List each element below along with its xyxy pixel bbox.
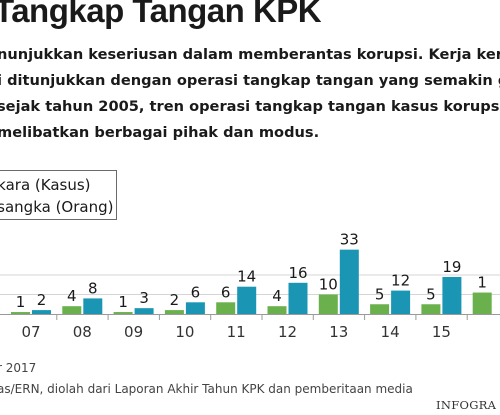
bar-orang xyxy=(185,302,205,314)
data-label: 4 xyxy=(67,287,77,305)
x-tick-label: 13 xyxy=(329,323,348,341)
data-label: 3 xyxy=(139,289,149,307)
data-label: 10 xyxy=(319,276,338,294)
data-label: 1 xyxy=(477,274,487,292)
data-label: 6 xyxy=(191,283,201,301)
legend-entry-orang: rsangka (Orang) xyxy=(0,198,114,216)
data-label: 16 xyxy=(288,264,307,282)
bar-orang xyxy=(391,290,411,314)
x-tick-label: 09 xyxy=(124,323,143,341)
chart-note: r 2017 xyxy=(0,361,37,375)
bar-kasus xyxy=(370,304,390,314)
page-title: Tangkap Tangan KPK xyxy=(0,0,322,29)
bar-orang xyxy=(83,298,103,314)
bar-kasus xyxy=(11,312,30,314)
bar-kasus xyxy=(318,294,338,314)
x-tick-label: 12 xyxy=(278,323,297,341)
lead-paragraph-line: nunjukkan keseriusan dalam memberantas k… xyxy=(0,46,500,63)
data-label: 5 xyxy=(375,285,385,303)
bar-orang xyxy=(339,249,359,314)
chart-source: as/ERN, diolah dari Laporan Akhir Tahun … xyxy=(0,382,413,396)
legend-entry-kasus: rkara (Kasus) xyxy=(0,176,91,194)
x-tick-label: 10 xyxy=(175,323,194,341)
data-label: 8 xyxy=(88,279,98,297)
data-label: 14 xyxy=(237,268,256,286)
lead-paragraph-line: sejak tahun 2005, tren operasi tangkap t… xyxy=(0,98,500,115)
bar-orang xyxy=(32,310,51,314)
bar-kasus xyxy=(164,310,184,314)
bar-kasus xyxy=(62,306,82,314)
bar-orang xyxy=(288,282,308,314)
data-label: 6 xyxy=(221,283,231,301)
x-tick-label: 15 xyxy=(432,323,451,341)
data-label: 1 xyxy=(16,293,26,311)
data-label: 12 xyxy=(391,272,410,290)
bar-orang xyxy=(442,276,462,314)
bar-kasus xyxy=(472,292,492,314)
data-label: 4 xyxy=(272,287,282,305)
x-tick-label: 11 xyxy=(227,323,246,341)
chart-legend: rkara (Kasus) rsangka (Orang) xyxy=(0,170,117,220)
x-tick-label: 07 xyxy=(21,323,40,341)
bar-orang xyxy=(237,286,257,314)
data-label: 2 xyxy=(170,291,180,309)
lead-paragraph-line: i ditunjukkan dengan operasi tangkap tan… xyxy=(0,72,500,89)
bar-kasus xyxy=(267,306,287,314)
bar-kasus xyxy=(216,302,236,314)
lead-paragraph-line: melibatkan berbagai pihak dan modus. xyxy=(0,124,320,141)
data-label: 2 xyxy=(37,291,47,309)
bar-kasus xyxy=(113,312,133,314)
data-label: 19 xyxy=(442,258,461,276)
bar-orang xyxy=(134,308,154,314)
bar-kasus xyxy=(421,304,441,314)
data-label: 33 xyxy=(340,231,359,249)
data-label: 5 xyxy=(426,285,436,303)
x-tick-label: 08 xyxy=(73,323,92,341)
infographic-credit: INFOGRA xyxy=(436,398,497,412)
data-label: 1 xyxy=(118,293,128,311)
x-tick-label: 14 xyxy=(381,323,400,341)
